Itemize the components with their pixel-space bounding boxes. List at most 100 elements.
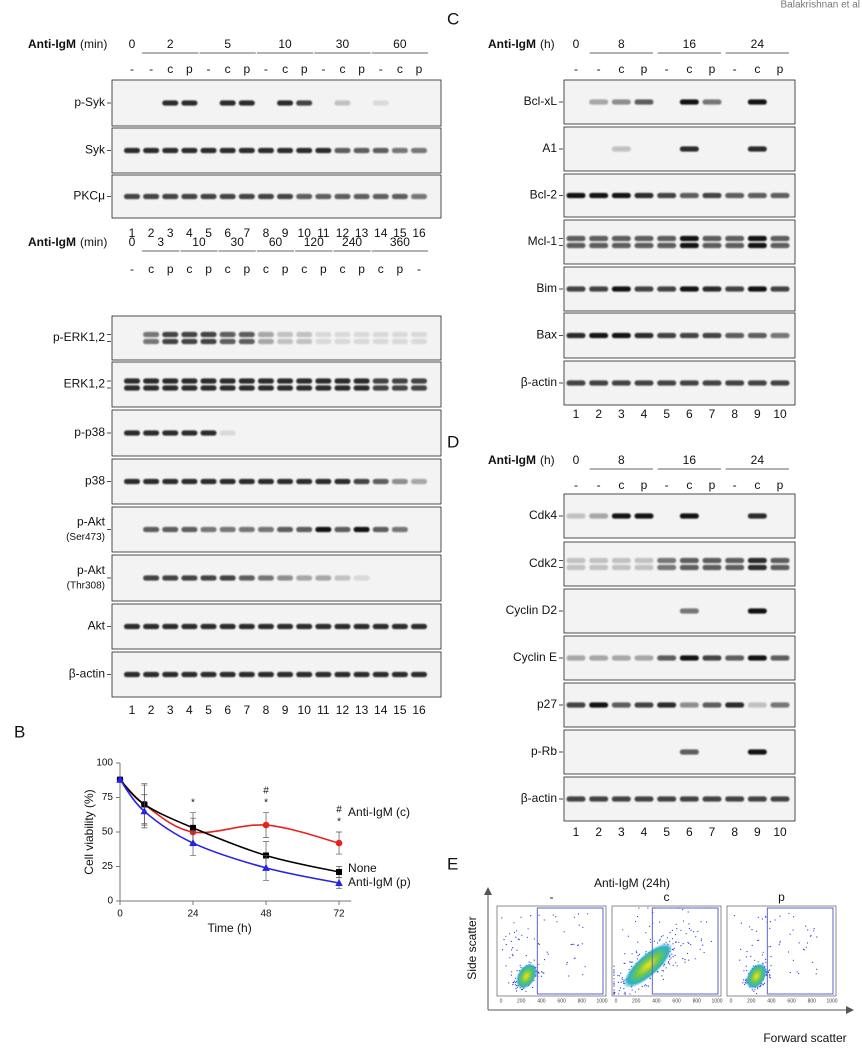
flow-event [700,921,702,923]
band [257,385,274,391]
flow-event [744,982,746,984]
flow-event [806,942,809,944]
flow-event [577,913,580,915]
x-tick-label: 0 [117,909,123,920]
flow-event [511,971,513,973]
flow-event [638,907,640,909]
lane-treatment: p [777,62,784,76]
band [634,796,654,802]
band [353,385,370,391]
band [315,623,332,630]
flow-event [745,956,748,958]
band [702,242,722,249]
band [257,338,274,345]
band [353,193,370,200]
flow-event [761,954,764,956]
flow-event [509,933,511,935]
flow-event [755,930,758,932]
band [162,671,179,678]
flow-event [516,986,518,988]
lane-number: 3 [167,226,174,240]
significance-mark: # [263,785,269,796]
flow-event [710,940,713,943]
flow-event [680,945,682,947]
y-tick-label: 25 [102,861,114,872]
band [162,338,179,345]
timepoint-label: 30 [231,235,245,249]
blot-label: Akt [88,619,106,633]
lane-treatment: - [130,262,134,276]
flow-event [505,935,507,937]
band [277,623,294,630]
band [162,623,179,630]
band [566,235,586,242]
flow-event [641,985,643,988]
flow-tick-label: 0 [615,998,618,1004]
flow-event [624,991,626,994]
band [679,702,699,708]
band [770,557,790,564]
flow-event [793,916,795,918]
band [353,623,370,630]
band [143,385,160,391]
lane-number: 15 [393,703,407,717]
flow-event [701,938,703,940]
band [238,671,255,678]
panel-letter: B [14,722,25,741]
flow-event [623,993,625,995]
band [589,332,609,339]
flow-event [582,974,584,976]
flow-event [613,970,615,972]
lane-number: 16 [412,703,426,717]
band [238,378,255,384]
flow-event [671,938,674,940]
lane-treatment: - [665,62,669,76]
timepoint-label: 10 [278,37,292,51]
lane-number: 14 [374,703,388,717]
lane-treatment: c [754,62,760,76]
blot [111,458,442,505]
flow-event [563,931,565,933]
blot-label: Cdk2 [529,556,557,570]
flow-event [519,964,521,967]
flow-tick-label: 800 [808,998,817,1004]
band [589,655,609,661]
band [143,378,160,384]
band [391,526,408,533]
lane-number: 13 [355,703,369,717]
marker [140,807,149,815]
band [315,331,332,338]
band [747,564,767,571]
flow-event [769,969,771,971]
marker [335,839,343,847]
band [181,100,198,106]
flow-event [754,959,756,961]
band [181,193,198,200]
band [181,385,198,391]
band [770,242,790,249]
lane-treatment: p [243,62,250,76]
timepoint-label: 60 [393,37,407,51]
flow-event [694,958,696,960]
flow-event [621,977,623,979]
band [611,332,631,339]
lane-treatment: p [186,62,193,76]
flow-event [546,951,548,953]
band [200,338,217,345]
treatment-name: Anti-IgM [28,37,76,51]
flow-event [751,989,753,991]
band [566,192,586,199]
band [634,702,654,708]
band [725,702,745,708]
band [238,526,255,533]
flow-event [514,984,516,986]
flow-event [573,916,576,918]
series-label: Anti-IgM (c) [348,805,410,819]
flow-event [750,955,752,958]
band [566,513,586,519]
flow-event [568,975,570,977]
band [238,575,255,581]
significance-mark: * [337,817,341,828]
flow-event [622,929,624,931]
band [657,286,677,292]
